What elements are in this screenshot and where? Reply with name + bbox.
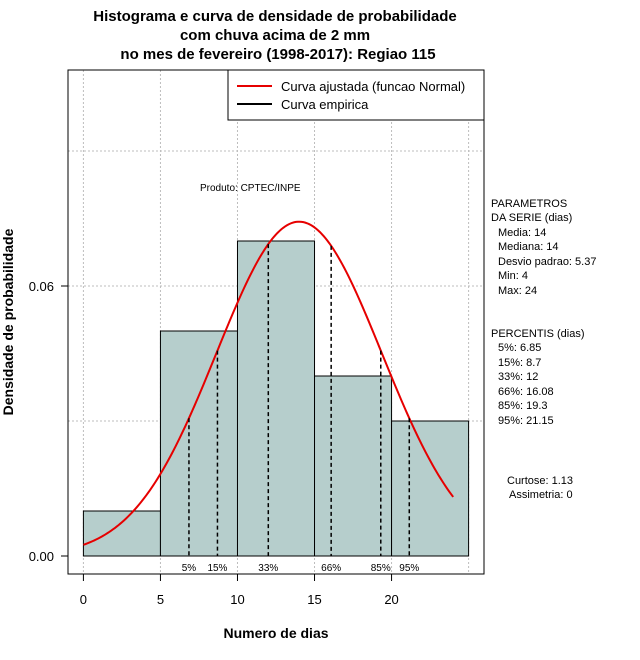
x-tick-label-4: 20 [384, 592, 398, 607]
parametros-heading-1: PARAMETROS [491, 198, 567, 210]
y-tick-label-1: 0.06 [29, 279, 54, 294]
parametros-min: Min: 4 [498, 270, 528, 282]
percentis-85: 85%: 19.3 [498, 400, 548, 412]
parametros-desvio: Desvio padrao: 5.37 [498, 256, 596, 268]
legend-fit-label: Curva ajustada (funcao Normal) [281, 79, 465, 94]
axes: 0 5 10 15 20 0.00 0.06 [29, 279, 399, 607]
percentile-label-2: 33% [258, 563, 278, 574]
percentis-heading: PERCENTIS (dias) [491, 328, 585, 340]
y-axis-title: Densidade de probabilidade [0, 228, 16, 415]
parametros-max: Max: 24 [498, 285, 537, 297]
x-tick-label-1: 5 [157, 592, 164, 607]
percentile-label-0: 5% [182, 563, 197, 574]
curtose-label: Curtose: 1.13 [507, 475, 573, 487]
percentile-label-1: 15% [207, 563, 227, 574]
fit-curve [83, 220, 454, 546]
x-tick-label-3: 15 [307, 592, 321, 607]
percentile-markers: 5% 15% 33% 66% 85% 95% [182, 244, 419, 574]
histogram-bar-2 [236, 240, 316, 557]
parametros-heading-2: DA SERIE (dias) [491, 212, 572, 224]
chart-title-line-2: com chuva acima de 2 mm [180, 27, 370, 44]
histogram-bars [82, 240, 470, 557]
percentis-33: 33%: 12 [498, 371, 538, 383]
fit-curve-layer [83, 220, 454, 546]
histogram-bar-1 [159, 330, 238, 557]
percentile-label-5: 95% [399, 563, 419, 574]
legend-box [227, 69, 485, 121]
produto-annotation: Produto: CPTEC/INPE [200, 183, 301, 194]
legend: Curva ajustada (funcao Normal) Curva emp… [227, 69, 485, 121]
histogram-bar-0 [82, 510, 161, 557]
percentis-66: 66%: 16.08 [498, 386, 554, 398]
histogram-bar-3 [314, 375, 393, 557]
x-axis-title: Numero de dias [223, 625, 328, 641]
percentis-95: 95%: 21.15 [498, 415, 554, 427]
percentis-5: 5%: 6.85 [498, 342, 541, 354]
x-tick-label-2: 10 [230, 592, 244, 607]
parametros-panel: PARAMETROS DA SERIE (dias) Media: 14 Med… [491, 198, 596, 297]
percentis-15: 15%: 8.7 [498, 357, 541, 369]
y-tick-label-0: 0.00 [29, 549, 54, 564]
percentis-panel: PERCENTIS (dias) 5%: 6.85 15%: 8.7 33%: … [491, 328, 585, 427]
x-tick-label-0: 0 [80, 592, 87, 607]
percentile-label-3: 66% [321, 563, 341, 574]
parametros-media: Media: 14 [498, 227, 546, 239]
assimetria-label: Assimetria: 0 [509, 489, 573, 501]
percentile-label-4: 85% [371, 563, 391, 574]
chart-title-line-3: no mes de fevereiro (1998-2017): Regiao … [120, 46, 435, 63]
chart-title-line-1: Histograma e curva de densidade de proba… [93, 8, 456, 25]
histogram-bar-4 [391, 420, 470, 557]
legend-empirical-label: Curva empirica [281, 97, 369, 112]
parametros-mediana: Mediana: 14 [498, 241, 559, 253]
